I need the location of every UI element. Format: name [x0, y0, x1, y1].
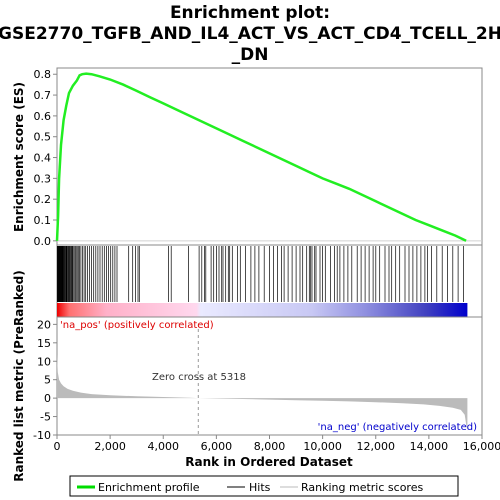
x-tick-label: 4,000 [148, 440, 180, 453]
zero-cross-label: Zero cross at 5318 [152, 372, 246, 383]
es-y-tick-label: 0.3 [34, 172, 52, 185]
es-y-tick-label: 0.5 [34, 131, 52, 144]
x-tick-label: 16,000 [463, 440, 500, 453]
metric-y-tick-label: 15 [37, 337, 51, 350]
es-y-tick-label: 0.6 [34, 110, 52, 123]
x-axis-label: Rank in Ordered Dataset [185, 455, 353, 469]
x-tick-label: 2,000 [94, 440, 126, 453]
metric-y-axis-label: Ranked list metric (PreRanked) [12, 270, 26, 482]
legend-label-hits: Hits [249, 481, 271, 494]
x-tick-label: 10,000 [303, 440, 342, 453]
metric-panel-frame [57, 317, 482, 435]
chart-title-line-3: _DN [232, 45, 269, 65]
es-y-axis-label: Enrichment score (ES) [12, 82, 26, 232]
es-y-tick-label: 0.1 [34, 214, 52, 227]
legend-label-ranking-metric: Ranking metric scores [301, 481, 423, 494]
legend: Enrichment profile Hits Ranking metric s… [70, 476, 458, 496]
positive-correlation-label: 'na_pos' (positively correlated) [60, 320, 214, 331]
es-y-tick-label: 0.7 [34, 89, 52, 102]
es-y-ticks: 0.0 0.1 0.2 0.3 0.4 0.5 0.6 0.7 0.8 [34, 68, 58, 248]
negative-correlation-label: 'na_neg' (negatively correlated) [318, 422, 477, 433]
hits-panel [57, 245, 482, 317]
legend-label-enrichment-profile: Enrichment profile [98, 481, 200, 494]
x-tick-label: 12,000 [357, 440, 396, 453]
es-y-tick-label: 0.0 [34, 235, 52, 248]
es-y-tick-label: 0.2 [34, 193, 52, 206]
es-y-tick-label: 0.4 [34, 152, 52, 165]
es-panel: 0.0 0.1 0.2 0.3 0.4 0.5 0.6 0.7 0.8 Enrichment s… [12, 68, 482, 248]
x-tick-label: 0 [54, 440, 61, 453]
x-tick-label: 14,000 [410, 440, 449, 453]
metric-y-tick-label: 0 [44, 392, 51, 405]
x-axis-ticks: 0 2,000 4,000 6,000 8,000 10,000 12,000 14,000 1… [54, 435, 500, 453]
metric-y-ticks: -10 -5 0 5 10 15 20 [33, 318, 57, 442]
es-y-tick-label: 0.8 [34, 68, 52, 81]
chart-title-line-2: GSE2770_TGFB_AND_IL4_ACT_VS_ACT_CD4_TCEL… [0, 24, 500, 44]
metric-y-tick-label: -5 [40, 411, 51, 424]
es-panel-frame [57, 68, 482, 245]
metric-y-tick-label: 20 [37, 318, 51, 331]
rank-color-bar [57, 303, 467, 317]
chart-title-line-1: Enrichment plot: [170, 3, 330, 23]
x-tick-label: 8,000 [254, 440, 286, 453]
metric-y-tick-label: -10 [33, 429, 51, 442]
metric-y-tick-label: 10 [37, 355, 51, 368]
x-tick-label: 6,000 [201, 440, 233, 453]
metric-y-tick-label: 5 [44, 374, 51, 387]
